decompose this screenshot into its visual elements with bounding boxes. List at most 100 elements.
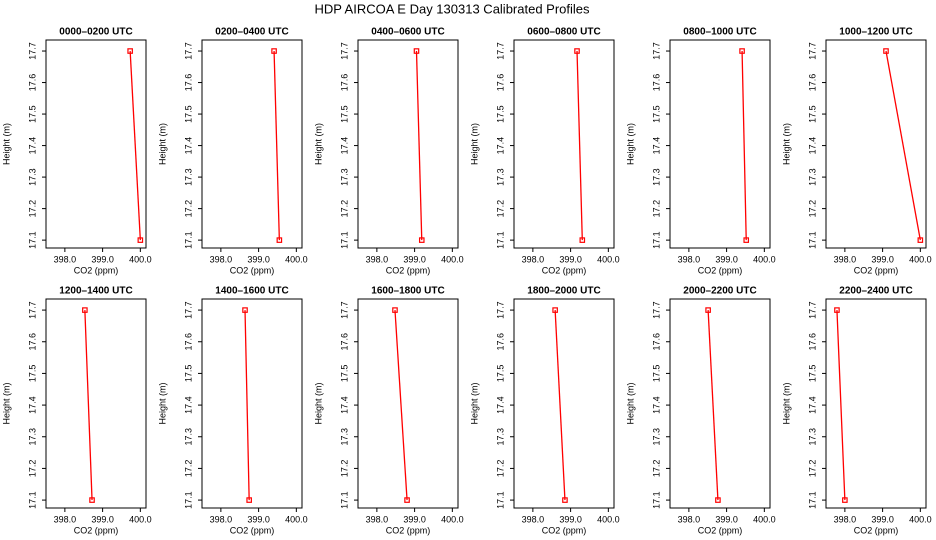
profile-point xyxy=(137,237,144,243)
y-tick-label: 17.4 xyxy=(183,137,193,155)
x-tick-label: 398.0 xyxy=(366,254,389,264)
profile-line xyxy=(836,310,846,501)
y-tick-label: 17.5 xyxy=(807,365,817,383)
panel-title: 0200–0400 UTC xyxy=(215,27,288,38)
x-tick-label: 399.0 xyxy=(91,254,114,264)
x-tick-label: 399.0 xyxy=(715,514,738,524)
y-axis-label: Height (m) xyxy=(1,382,11,424)
y-tick-label: 17.3 xyxy=(183,428,193,446)
y-tick-label: 17.1 xyxy=(807,491,817,509)
y-tick-label: 17.6 xyxy=(339,333,349,351)
panel-title: 0800–1000 UTC xyxy=(683,27,756,38)
x-tick-label: 399.0 xyxy=(91,514,114,524)
x-tick-label: 398.0 xyxy=(522,514,545,524)
x-tick-label: 399.0 xyxy=(559,254,582,264)
profile-point xyxy=(883,48,889,54)
y-tick-label: 17.3 xyxy=(807,428,817,446)
plot-frame xyxy=(825,39,927,249)
y-tick-label: 17.5 xyxy=(807,105,817,123)
y-tick-label: 17.3 xyxy=(495,428,505,446)
y-tick-label: 17.3 xyxy=(651,428,661,446)
x-axis-label: CO2 (ppm) xyxy=(698,525,743,535)
profile-line xyxy=(707,310,719,501)
panel-title: 0600–0800 UTC xyxy=(527,27,600,38)
y-tick-label: 17.4 xyxy=(807,137,817,155)
profile-point xyxy=(418,237,425,243)
y-tick-label: 17.1 xyxy=(27,231,37,249)
y-tick-label: 17.3 xyxy=(339,168,349,186)
y-tick-label: 17.1 xyxy=(495,231,505,249)
y-tick-label: 17.6 xyxy=(651,333,661,351)
y-tick-label: 17.5 xyxy=(339,365,349,383)
y-tick-label: 17.3 xyxy=(495,168,505,186)
x-axis-label: CO2 (ppm) xyxy=(230,525,275,535)
y-tick-label: 17.6 xyxy=(183,74,193,92)
y-tick-label: 17.4 xyxy=(27,137,37,155)
profile-point xyxy=(271,48,277,54)
y-tick-label: 17.2 xyxy=(183,200,193,218)
x-tick-label: 400.0 xyxy=(129,254,152,264)
y-tick-label: 17.3 xyxy=(27,428,37,446)
x-tick-label: 399.0 xyxy=(247,514,270,524)
y-tick-label: 17.4 xyxy=(27,396,37,414)
profile-point xyxy=(246,497,252,503)
profile-point xyxy=(89,497,95,503)
profile-point xyxy=(842,497,848,503)
y-tick-label: 17.6 xyxy=(339,74,349,92)
plot-frame xyxy=(201,298,303,509)
x-axis-label: CO2 (ppm) xyxy=(74,265,119,275)
y-tick-label: 17.2 xyxy=(495,460,505,478)
profile-line xyxy=(576,51,583,241)
y-tick-label: 17.1 xyxy=(339,231,349,249)
x-tick-label: 398.0 xyxy=(210,254,233,264)
y-tick-label: 17.2 xyxy=(807,460,817,478)
y-tick-label: 17.5 xyxy=(339,105,349,123)
panel-title: 2200–2400 UTC xyxy=(839,286,912,297)
profile-line xyxy=(885,50,921,241)
y-tick-label: 17.1 xyxy=(183,491,193,509)
x-tick-label: 400.0 xyxy=(909,254,932,264)
y-tick-label: 17.3 xyxy=(27,168,37,186)
panel-title: 0400–0600 UTC xyxy=(371,27,444,38)
y-tick-label: 17.1 xyxy=(339,491,349,509)
y-tick-label: 17.1 xyxy=(183,231,193,249)
x-tick-label: 399.0 xyxy=(247,254,270,264)
x-axis-label: CO2 (ppm) xyxy=(698,265,743,275)
x-tick-label: 400.0 xyxy=(285,514,308,524)
plot-frame xyxy=(825,298,927,509)
x-tick-label: 398.0 xyxy=(678,254,701,264)
y-tick-label: 17.2 xyxy=(807,200,817,218)
profile-point xyxy=(404,497,410,503)
y-tick-label: 17.6 xyxy=(183,333,193,351)
panel-title: 0000–0200 UTC xyxy=(59,27,132,38)
y-tick-label: 17.6 xyxy=(807,74,817,92)
plot-frame xyxy=(513,298,615,509)
profile-line xyxy=(273,51,281,241)
y-tick-label: 17.1 xyxy=(651,231,661,249)
y-tick-label: 17.2 xyxy=(651,200,661,218)
profile-point xyxy=(413,48,420,54)
x-tick-label: 399.0 xyxy=(403,514,426,524)
y-tick-label: 17.5 xyxy=(27,105,37,123)
profile-point xyxy=(579,237,586,243)
y-axis-label: Height (m) xyxy=(157,123,167,165)
profile-point xyxy=(82,307,88,313)
y-tick-label: 17.7 xyxy=(807,42,817,60)
profile-point xyxy=(743,237,750,243)
profile-line xyxy=(741,51,747,241)
x-tick-label: 400.0 xyxy=(597,254,620,264)
y-axis-label: Height (m) xyxy=(469,382,479,424)
y-tick-label: 17.7 xyxy=(339,301,349,319)
panel-title: 2000–2200 UTC xyxy=(683,286,756,297)
y-axis-label: Height (m) xyxy=(781,382,791,424)
plot-frame xyxy=(357,39,459,249)
y-tick-label: 17.2 xyxy=(27,460,37,478)
y-tick-label: 17.6 xyxy=(27,74,37,92)
y-tick-label: 17.6 xyxy=(495,74,505,92)
panel-title: 1600–1800 UTC xyxy=(371,286,444,297)
y-tick-label: 17.7 xyxy=(339,42,349,60)
x-axis-label: CO2 (ppm) xyxy=(230,265,275,275)
profile-point xyxy=(705,307,711,313)
y-axis-label: Height (m) xyxy=(157,382,167,424)
